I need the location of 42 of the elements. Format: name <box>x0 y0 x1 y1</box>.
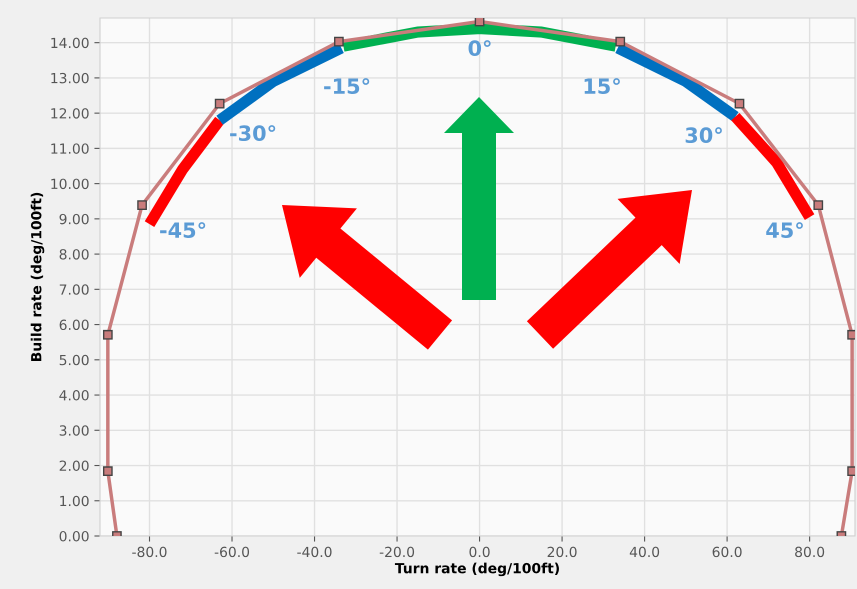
x-tick-label: 40.0 <box>630 546 660 558</box>
x-axis-title: Turn rate (deg/100ft) <box>394 562 559 576</box>
point <box>137 200 147 210</box>
y-tick-label: 10.00 <box>51 178 89 190</box>
y-tick-label: 12.00 <box>51 108 89 119</box>
point <box>102 330 113 340</box>
x-tick-label: -60.0 <box>214 546 250 558</box>
point <box>334 36 344 46</box>
annotation: 45° <box>766 222 803 238</box>
x-tick-label: 80.0 <box>795 546 824 558</box>
point <box>474 18 484 26</box>
annotation: 30° <box>686 127 722 144</box>
point <box>813 200 824 210</box>
y-tick-label: 7.00 <box>60 284 89 295</box>
y-tick-label: 2.00 <box>60 460 89 471</box>
y-tick-label: 13.00 <box>51 72 89 84</box>
y-tick-label: 8.00 <box>60 249 89 260</box>
y-axis-title: Build rate (deg/100ft) <box>30 192 44 362</box>
annotation: -45° <box>160 222 206 238</box>
x-tick-label: 60.0 <box>712 546 742 558</box>
y-tick-label: 4.00 <box>59 390 89 401</box>
x-tick-label: 0.0 <box>469 546 490 558</box>
y-tick-label: 1.00 <box>60 496 89 506</box>
x-tick-label: -80.0 <box>132 546 167 558</box>
point <box>734 98 744 108</box>
point <box>214 98 225 108</box>
annotation: -30° <box>230 125 276 142</box>
x-tick-label: -40.0 <box>297 546 332 558</box>
y-tick-label: 3.00 <box>60 425 89 436</box>
y-tick-label: 0.00 <box>60 530 89 542</box>
y-tick-label: 5.00 <box>60 354 89 366</box>
annotation: 0° <box>468 40 491 56</box>
annotation: -15° <box>324 78 370 94</box>
point <box>102 466 113 476</box>
y-tick-label: 6.00 <box>60 320 89 330</box>
x-tick-label: -20.0 <box>380 546 414 558</box>
annotation: 15° <box>584 78 620 94</box>
point <box>615 36 626 46</box>
y-tick-label: 11.00 <box>51 143 89 154</box>
y-tick-label: 14.00 <box>51 38 89 48</box>
y-tick-label: 9.00 <box>60 214 89 224</box>
x-tick-label: 20.0 <box>548 546 577 558</box>
